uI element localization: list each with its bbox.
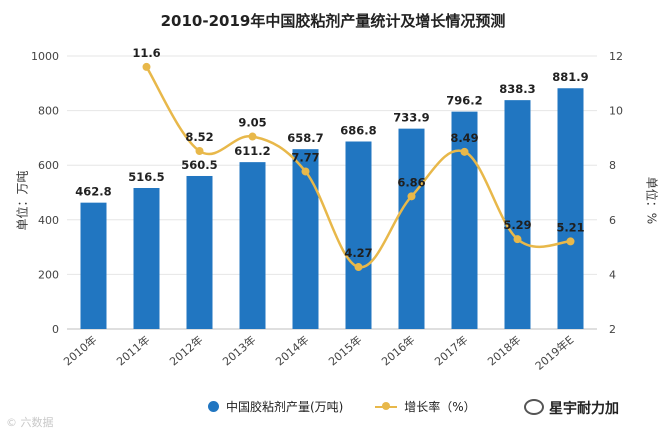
legend-item-bar: 中国胶粘剂产量(万吨) <box>208 398 343 415</box>
brand-text: 星宇耐力加 <box>549 401 619 417</box>
x-tick-label: 2014年 <box>273 333 312 369</box>
line-data-label: 11.6 <box>132 46 160 60</box>
bar-data-label: 733.9 <box>393 111 429 125</box>
legend-line-label: 增长率（%） <box>404 400 476 414</box>
y-left-tick-label: 1000 <box>31 50 59 63</box>
line-point <box>566 237 575 246</box>
line-data-label: 9.05 <box>238 116 266 130</box>
y-right-tick-label: 8 <box>609 159 616 172</box>
y-left-tick-label: 400 <box>38 214 59 227</box>
y-axis-right-label: 单位：% <box>644 176 659 225</box>
line-point <box>460 147 469 156</box>
line-data-label: 4.27 <box>344 246 372 260</box>
line-point <box>513 235 522 244</box>
brand: 星宇耐力加 <box>524 398 619 418</box>
x-tick-label: 2010年 <box>61 333 100 369</box>
bar-data-label: 462.8 <box>75 185 111 199</box>
bar-data-label: 686.8 <box>340 124 376 138</box>
x-tick-label: 2018年 <box>485 333 524 369</box>
line-point <box>195 147 204 156</box>
line-data-label: 5.29 <box>503 218 531 232</box>
bar <box>186 175 213 329</box>
bar <box>80 202 107 329</box>
bar <box>398 128 425 329</box>
x-tick-label: 2019年E <box>532 333 576 373</box>
line-data-label: 7.77 <box>291 150 319 164</box>
x-tick-label: 2011年 <box>114 333 153 369</box>
bar-data-label: 516.5 <box>128 170 164 184</box>
y-right-tick-label: 12 <box>609 50 623 63</box>
x-tick-label: 2013年 <box>220 333 259 369</box>
chart-title: 2010-2019年中国胶粘剂产量统计及增长情况预测 <box>160 12 506 30</box>
y-right-tick-label: 2 <box>609 323 616 336</box>
y-right-tick-label: 4 <box>609 268 616 281</box>
bar-data-label: 658.7 <box>287 131 323 145</box>
bar <box>292 149 319 329</box>
bar <box>557 88 584 329</box>
y-axis-left-label: 单位：万吨 <box>15 170 30 231</box>
legend-bar-swatch <box>208 401 219 412</box>
line-data-label: 8.52 <box>185 130 213 144</box>
bar <box>345 141 372 329</box>
watermark: © 六数据 <box>6 416 54 429</box>
line-point <box>407 192 416 201</box>
bar <box>504 100 531 329</box>
wechat-icon <box>524 399 544 415</box>
x-tick-label: 2017年 <box>432 333 471 369</box>
x-tick-label: 2016年 <box>379 333 418 369</box>
bar <box>133 187 160 329</box>
bar-data-label: 881.9 <box>552 70 588 84</box>
line-point <box>142 62 151 71</box>
bar-data-label: 838.3 <box>499 82 535 96</box>
bar-data-label: 611.2 <box>234 144 270 158</box>
line-point <box>248 132 257 141</box>
bar-data-label: 796.2 <box>446 94 482 108</box>
legend: 中国胶粘剂产量(万吨) 增长率（%） <box>208 398 504 415</box>
x-tick-label: 2015年 <box>326 333 365 369</box>
y-left-tick-label: 800 <box>38 105 59 118</box>
bar-data-label: 560.5 <box>181 158 217 172</box>
line-point <box>301 167 310 176</box>
line-data-label: 6.86 <box>397 175 425 189</box>
line-data-label: 5.21 <box>556 220 584 234</box>
y-left-tick-label: 0 <box>52 323 59 336</box>
legend-bar-label: 中国胶粘剂产量(万吨) <box>226 400 344 414</box>
y-right-tick-label: 10 <box>609 105 623 118</box>
y-left-tick-label: 200 <box>38 268 59 281</box>
x-tick-label: 2012年 <box>167 333 206 369</box>
legend-item-line: 增长率（%） <box>375 398 476 415</box>
legend-line-swatch <box>375 401 398 412</box>
line-data-label: 8.49 <box>450 131 478 145</box>
bar <box>239 162 266 329</box>
line-point <box>354 263 363 272</box>
y-right-tick-label: 6 <box>609 214 616 227</box>
y-left-tick-label: 600 <box>38 159 59 172</box>
